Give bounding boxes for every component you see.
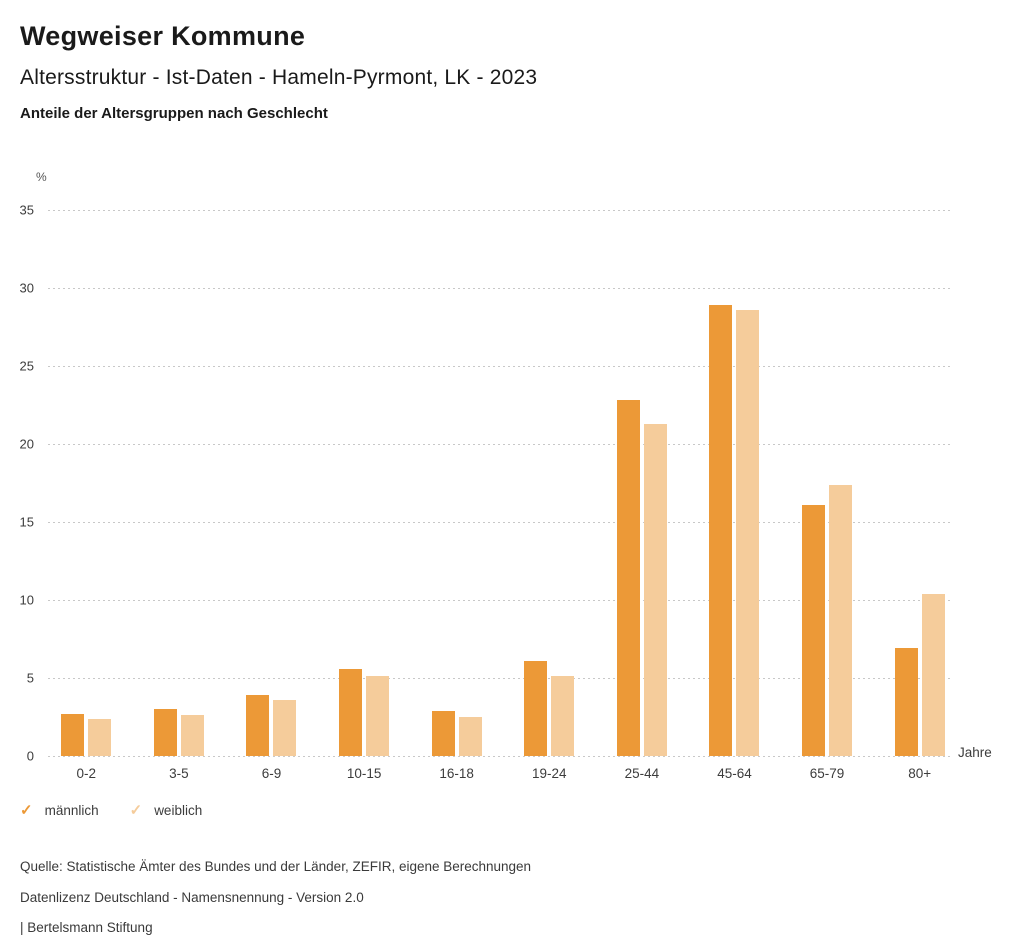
gridline-35 bbox=[48, 210, 953, 211]
gridline-0 bbox=[48, 756, 953, 757]
page-title: Wegweiser Kommune bbox=[20, 21, 306, 51]
chart-subtitle: Anteile der Altersgruppen nach Geschlech… bbox=[20, 105, 328, 122]
bar-weiblich-0-2[interactable] bbox=[88, 718, 112, 756]
bar-weiblich-6-9[interactable] bbox=[273, 699, 297, 756]
bar-group-19-24 bbox=[503, 210, 596, 756]
bar-group-10-15 bbox=[318, 210, 411, 756]
y-tick-label-20: 20 bbox=[19, 436, 34, 452]
y-tick-label-15: 15 bbox=[19, 514, 34, 530]
bar-group-25-44 bbox=[596, 210, 689, 756]
bar-group-45-64 bbox=[688, 210, 781, 756]
x-tick-label-16-18: 16-18 bbox=[439, 766, 474, 781]
bar-männlich-10-15[interactable] bbox=[339, 668, 363, 756]
bar-männlich-19-24[interactable] bbox=[524, 660, 548, 756]
x-tick-label-6-9: 6-9 bbox=[261, 766, 282, 781]
bar-weiblich-16-18[interactable] bbox=[458, 717, 482, 756]
bar-männlich-65-79[interactable] bbox=[802, 504, 826, 756]
x-axis-tick-labels: 0-2 3-5 6-9 10-15 16-18 19-24 25-44 45-64 65-79 8… bbox=[40, 766, 966, 781]
bar-männlich-0-2[interactable] bbox=[61, 713, 85, 756]
x-axis-unit-label: Jahre bbox=[958, 745, 992, 760]
gridline-30 bbox=[48, 288, 953, 289]
y-tick-label-5: 5 bbox=[26, 670, 34, 686]
bar-weiblich-80+[interactable] bbox=[921, 593, 945, 756]
bar-group-16-18 bbox=[410, 210, 503, 756]
bar-männlich-45-64[interactable] bbox=[709, 305, 733, 756]
bar-group-6-9 bbox=[225, 210, 318, 756]
legend-label-weiblich: weiblich bbox=[154, 803, 203, 818]
x-tick-label-19-24: 19-24 bbox=[532, 766, 567, 781]
bar-weiblich-45-64[interactable] bbox=[736, 309, 760, 756]
y-tick-label-30: 30 bbox=[19, 280, 34, 296]
x-tick-label-3-5: 3-5 bbox=[169, 766, 189, 781]
bar-weiblich-65-79[interactable] bbox=[829, 484, 853, 756]
bar-group-80+ bbox=[873, 210, 966, 756]
legend-item-weiblich[interactable]: ✓ weiblich bbox=[130, 803, 203, 818]
gridline-5 bbox=[48, 678, 953, 679]
legend-label-maennlich: männlich bbox=[44, 803, 99, 818]
bar-weiblich-10-15[interactable] bbox=[366, 676, 390, 756]
x-tick-label-80+: 80+ bbox=[908, 766, 932, 781]
bar-männlich-3-5[interactable] bbox=[153, 709, 177, 756]
license-note: Datenlizenz Deutschland - Namensnennung … bbox=[20, 889, 364, 905]
gridline-25 bbox=[48, 366, 953, 367]
x-tick-label-45-64: 45-64 bbox=[717, 766, 752, 781]
legend-item-maennlich[interactable]: ✓ männlich bbox=[20, 803, 99, 818]
source-note: Quelle: Statistische Ämter des Bundes un… bbox=[20, 858, 532, 874]
y-tick-label-0: 0 bbox=[26, 748, 34, 764]
bar-weiblich-3-5[interactable] bbox=[180, 715, 204, 756]
x-tick-label-25-44: 25-44 bbox=[624, 766, 660, 781]
bar-group-3-5 bbox=[133, 210, 226, 756]
chart-title: Altersstruktur - Ist-Daten - Hameln-Pyrm… bbox=[20, 66, 538, 89]
gridline-20 bbox=[48, 444, 953, 445]
bar-group-0-2 bbox=[40, 210, 133, 756]
attribution-note: | Bertelsmann Stiftung bbox=[20, 919, 153, 935]
check-icon: ✓ bbox=[20, 802, 33, 819]
bar-männlich-25-44[interactable] bbox=[616, 400, 640, 756]
x-tick-label-0-2: 0-2 bbox=[76, 766, 97, 781]
y-axis-unit-label: % bbox=[36, 170, 47, 184]
x-tick-label-10-15: 10-15 bbox=[346, 766, 382, 781]
bar-männlich-80+[interactable] bbox=[894, 648, 918, 756]
bars-layer bbox=[40, 210, 966, 756]
y-axis-tick-labels: 0 5 10 15 20 25 30 35 bbox=[0, 203, 34, 764]
y-tick-label-25: 25 bbox=[19, 358, 34, 374]
bar-weiblich-25-44[interactable] bbox=[643, 423, 667, 756]
bar-weiblich-19-24[interactable] bbox=[551, 676, 575, 756]
bar-männlich-16-18[interactable] bbox=[431, 710, 455, 756]
bar-group-65-79 bbox=[781, 210, 874, 756]
y-tick-label-35: 35 bbox=[19, 202, 34, 218]
gridline-15 bbox=[48, 522, 953, 523]
plot-area bbox=[48, 210, 953, 757]
bar-männlich-6-9[interactable] bbox=[246, 695, 270, 756]
check-icon: ✓ bbox=[129, 802, 143, 819]
y-tick-label-10: 10 bbox=[19, 592, 34, 608]
gridline-10 bbox=[48, 600, 953, 601]
x-tick-label-65-79: 65-79 bbox=[809, 766, 845, 781]
legend: ✓ männlich ✓ weiblich bbox=[20, 803, 202, 818]
